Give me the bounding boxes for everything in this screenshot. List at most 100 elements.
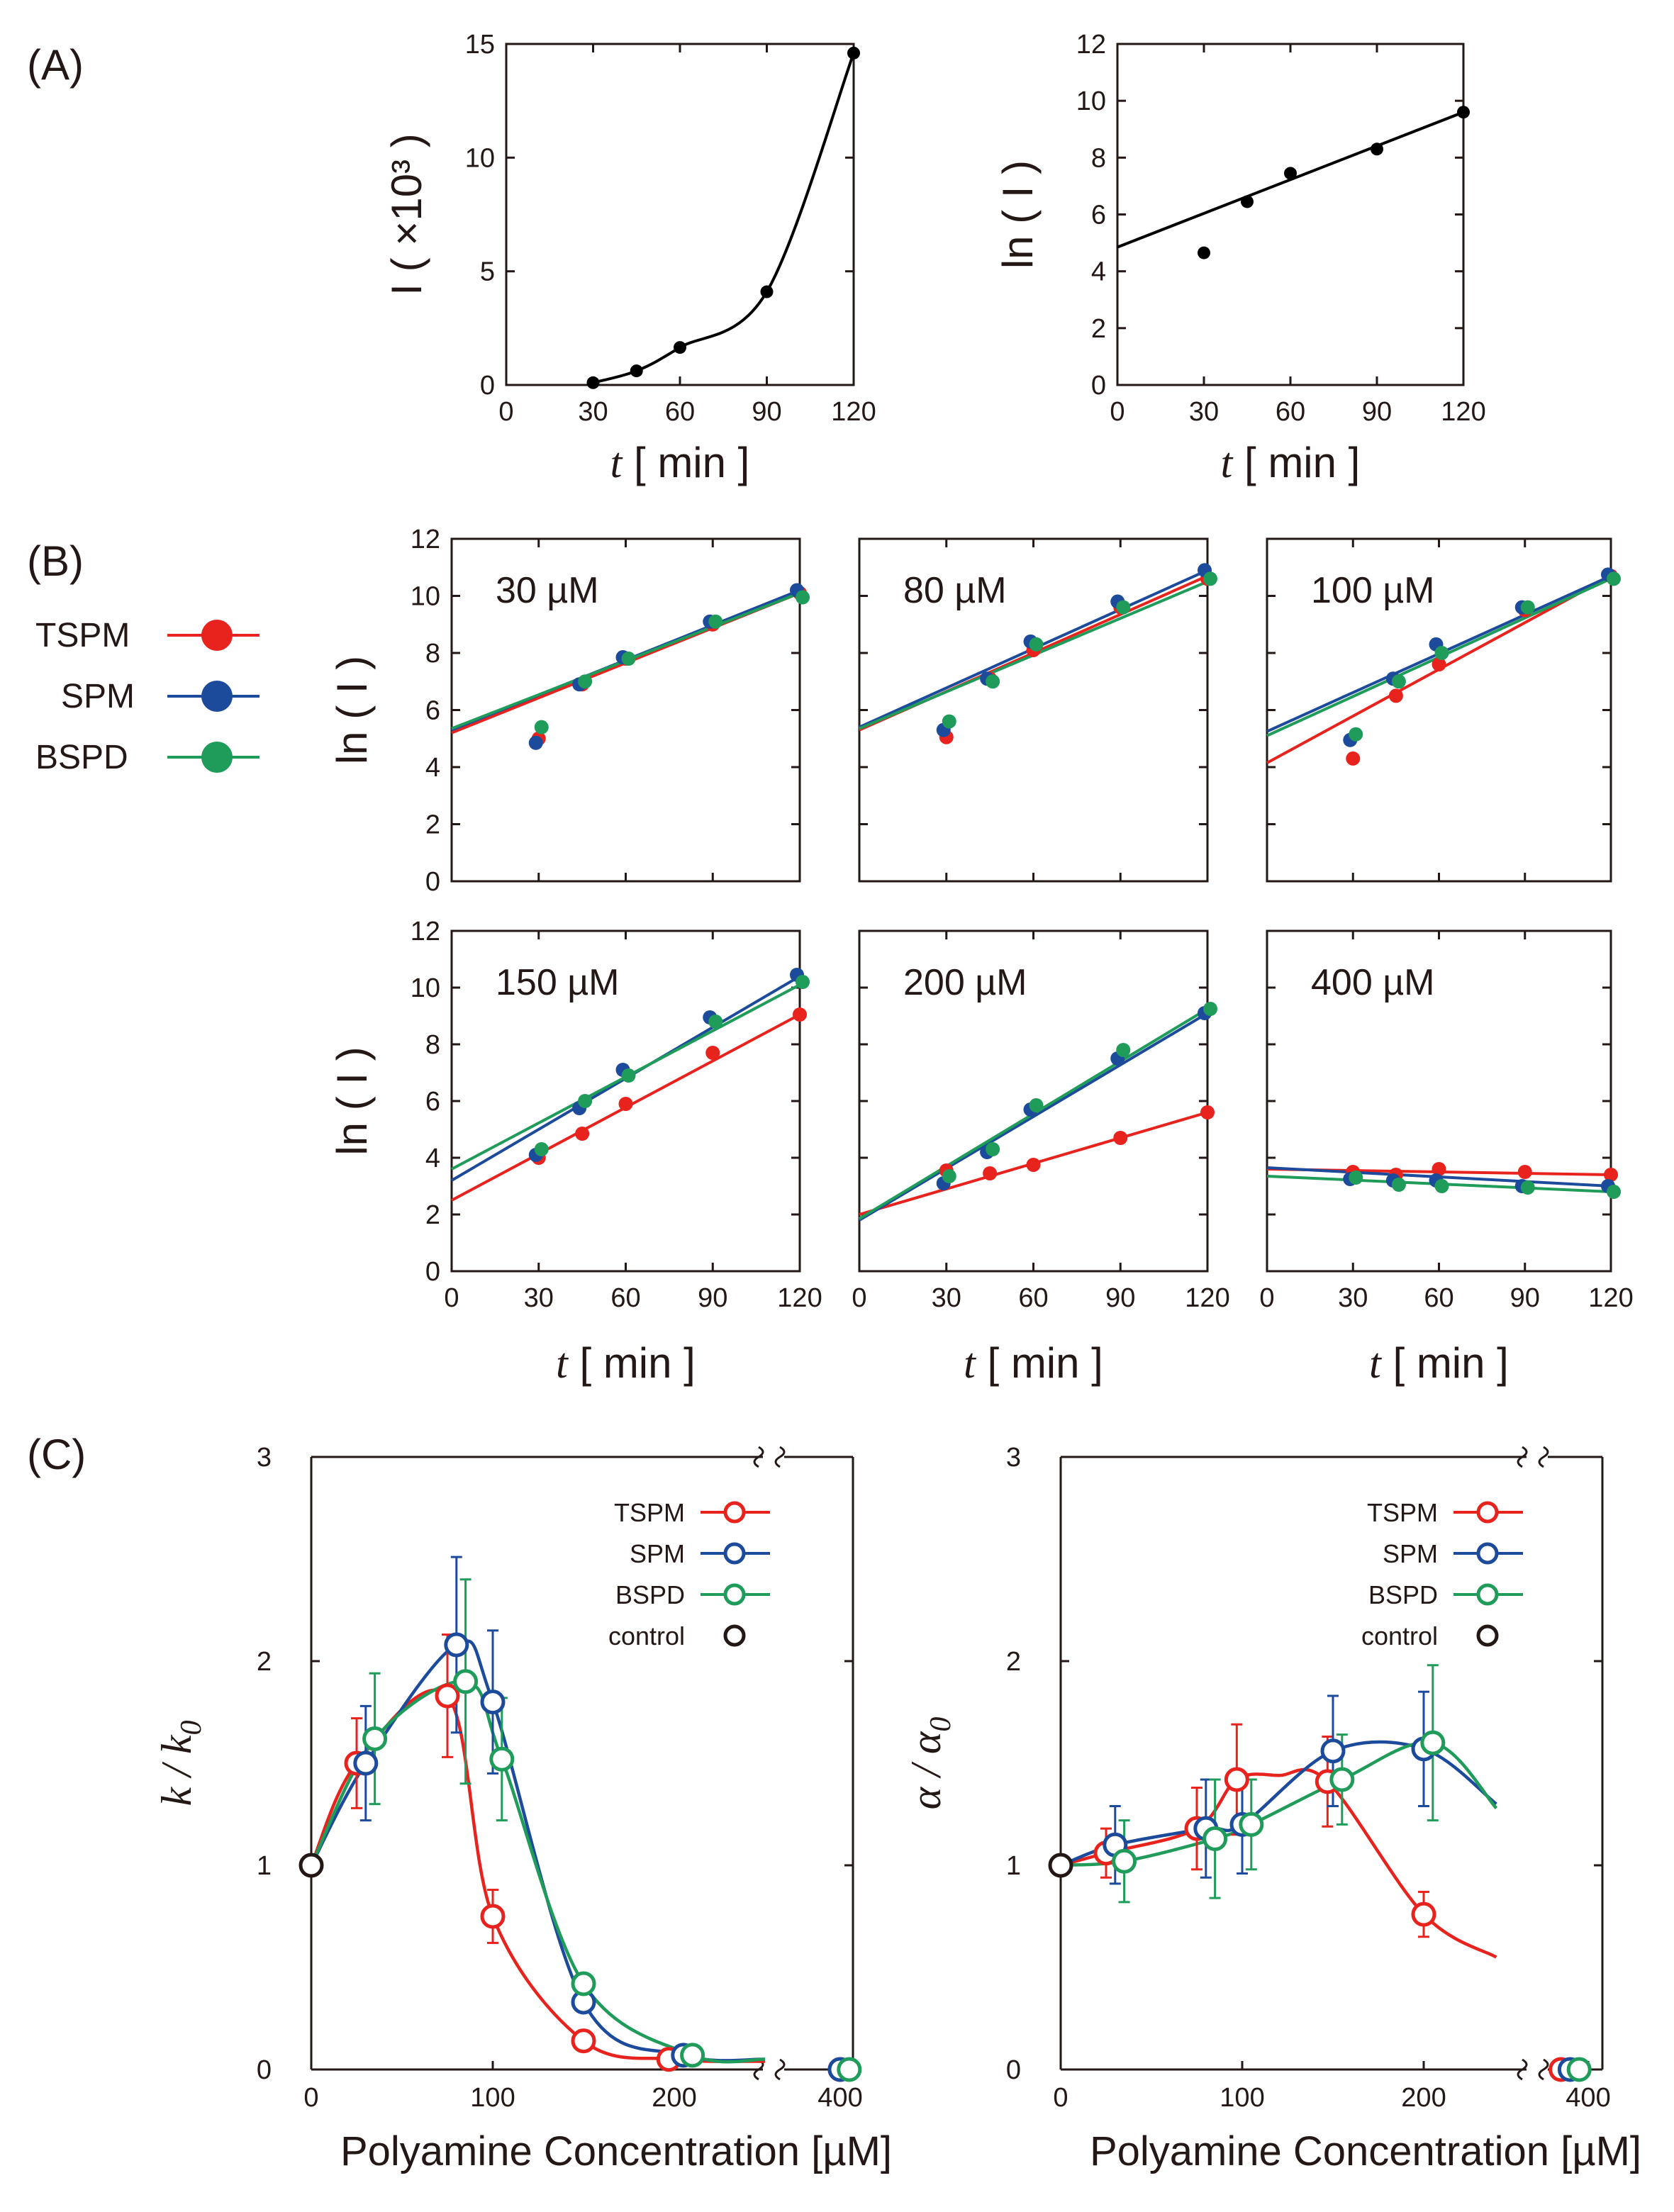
A1-xtick-120: 120	[831, 397, 876, 427]
C1-marker-tspm-150	[571, 2028, 596, 2054]
B150-point-bspd-90	[708, 1015, 723, 1029]
C1-ylabel-sub: 0	[175, 1721, 208, 1736]
C1-marker-spm-30	[353, 1750, 379, 1776]
B150-xtick-60: 60	[610, 1283, 640, 1313]
B150-ytick-12: 12	[411, 917, 440, 946]
C2-marker-bspd-85	[1203, 1826, 1228, 1852]
A2-xtick-120: 120	[1441, 397, 1485, 427]
B100-point-bspd-60	[1434, 646, 1449, 660]
A2-xtick-60: 60	[1276, 397, 1305, 427]
B200-xtick-90: 90	[1105, 1283, 1135, 1313]
A2-ylabel: ln ( I )	[994, 160, 1042, 269]
B150-xlabel-var: t	[556, 1340, 569, 1387]
B200-point-bspd-30	[942, 1169, 956, 1183]
C1-legend-marker-spm	[723, 1542, 746, 1565]
A2-point-60	[1284, 167, 1297, 180]
A2-ytick-6: 6	[1091, 201, 1106, 230]
chart-B150: 0 30 60 90 120 0 2 4 6 8 10 12 150 µM t [ min ] ln ( I…	[328, 917, 822, 1387]
B150-ytick-8: 8	[425, 1030, 440, 1060]
B150-ytick-6: 6	[425, 1087, 440, 1117]
B100-point-bspd-120	[1607, 571, 1621, 586]
B150-point-bspd-120	[796, 975, 810, 989]
C2-marker-bspd-205	[1420, 1730, 1446, 1755]
C1-marker-bspd-150	[571, 1971, 596, 1996]
A1-point-45	[630, 364, 643, 378]
C2-legend-marker-bspd	[1476, 1583, 1499, 1606]
B200-point-tspm-120	[1200, 1105, 1215, 1119]
B200-concentration-label: 200 µM	[903, 962, 1027, 1003]
B150-xlabel: t [ min ]	[556, 1339, 696, 1387]
B150-point-bspd-60	[621, 1068, 636, 1083]
B200-point-bspd-60	[1029, 1098, 1044, 1112]
B400-point-bspd-120	[1607, 1185, 1621, 1199]
B200-xlabel-unit: [ min ]	[976, 1339, 1103, 1387]
A2-xtick-30: 30	[1189, 397, 1219, 427]
A1-xlabel-unit: [ min ]	[622, 439, 749, 486]
A2-ytick-0: 0	[1091, 371, 1106, 401]
C1-xtick-400: 400	[818, 2083, 862, 2113]
chart-B80: 80 µM	[858, 537, 1217, 883]
C1-break-mark-0-0	[753, 1446, 764, 1468]
C2-marker-tspm-97	[1224, 1767, 1249, 1792]
B30-point-bspd-30	[534, 720, 549, 734]
C2-marker-bspd-35	[1112, 1848, 1137, 1874]
C2-legend-label-spm: SPM	[1383, 1539, 1438, 1568]
A2-frame	[1116, 43, 1465, 386]
B150-concentration-label: 150 µM	[496, 962, 619, 1003]
B400-xlabel-unit: [ min ]	[1381, 1339, 1509, 1387]
B150-xtick-90: 90	[698, 1283, 727, 1313]
B200-xlabel-var: t	[964, 1340, 976, 1387]
B30-concentration-label: 30 µM	[496, 570, 599, 611]
C1-xtick-200: 200	[652, 2083, 696, 2113]
B400-xtick-90: 90	[1510, 1283, 1540, 1313]
B150-point-bspd-30	[534, 1142, 549, 1156]
A2-xlabel: t [ min ]	[1221, 439, 1361, 486]
C1-legend-label-control: control	[608, 1621, 685, 1650]
C2-legend-label-bspd: BSPD	[1368, 1580, 1438, 1609]
chart-B30: 0 2 4 6 8 10 12 30 µM ln ( I )	[328, 525, 810, 897]
A2-ytick-8: 8	[1091, 143, 1106, 173]
B100-point-bspd-45	[1391, 674, 1406, 689]
C1-marker-bspd-35	[362, 1726, 388, 1751]
B100-point-bspd-30	[1349, 727, 1363, 742]
C1-marker-control-0	[298, 1853, 324, 1878]
A2-fit-line	[1117, 111, 1464, 249]
C1-ylabel: k / k0	[153, 1721, 208, 1806]
panel-label-b: (B)	[27, 537, 84, 585]
C1-ytick-0: 0	[257, 2055, 272, 2085]
C1-legend-label-spm: SPM	[630, 1539, 685, 1568]
C1-marker-spm-100	[480, 1689, 506, 1715]
C2-marker-tspm-200	[1411, 1901, 1436, 1927]
chart-A2: 0 30 60 90 120 0 2 4 6 8 10 12 t [ min ] ln ( I )	[994, 30, 1486, 486]
A2-ytick-12: 12	[1076, 30, 1106, 60]
B30-point-bspd-120	[796, 590, 810, 605]
C2-break-mark-0-0	[1517, 1446, 1528, 1468]
B200-xtick-60: 60	[1018, 1283, 1048, 1313]
B400-xlabel: t [ min ]	[1369, 1339, 1509, 1387]
B200-fit-spm	[858, 1012, 1209, 1222]
B200-point-tspm-90	[1113, 1131, 1128, 1145]
B30-ytick-12: 12	[411, 525, 440, 554]
B200-point-bspd-90	[1116, 1043, 1131, 1057]
A2-xtick-0: 0	[1110, 397, 1125, 427]
C2-break-mark-1-0	[1517, 2058, 1528, 2081]
B100-point-tspm-30	[1346, 751, 1361, 766]
A1-ylabel: I ( ×10³ )	[383, 133, 430, 295]
A2-point-45	[1241, 195, 1254, 208]
B150-point-bspd-45	[578, 1094, 593, 1108]
B150-ytick-4: 4	[425, 1144, 440, 1173]
legend-b-label-bspd: BSPD	[35, 739, 128, 776]
B150-point-tspm-60	[618, 1097, 633, 1111]
C1-marker-tspm-75	[435, 1683, 460, 1709]
C1-legend-label-bspd: BSPD	[615, 1580, 685, 1609]
A2-ytick-4: 4	[1091, 257, 1106, 287]
B30-point-spm-30	[528, 735, 543, 750]
B150-ytick-0: 0	[425, 1257, 440, 1287]
A2-point-30	[1198, 246, 1210, 259]
B30-ytick-2: 2	[425, 810, 440, 840]
B400-xtick-60: 60	[1424, 1283, 1453, 1313]
B150-ytick-10: 10	[411, 973, 440, 1003]
B400-concentration-label: 400 µM	[1311, 962, 1434, 1003]
A1-xtick-0: 0	[498, 397, 513, 427]
B100-concentration-label: 100 µM	[1311, 570, 1434, 611]
